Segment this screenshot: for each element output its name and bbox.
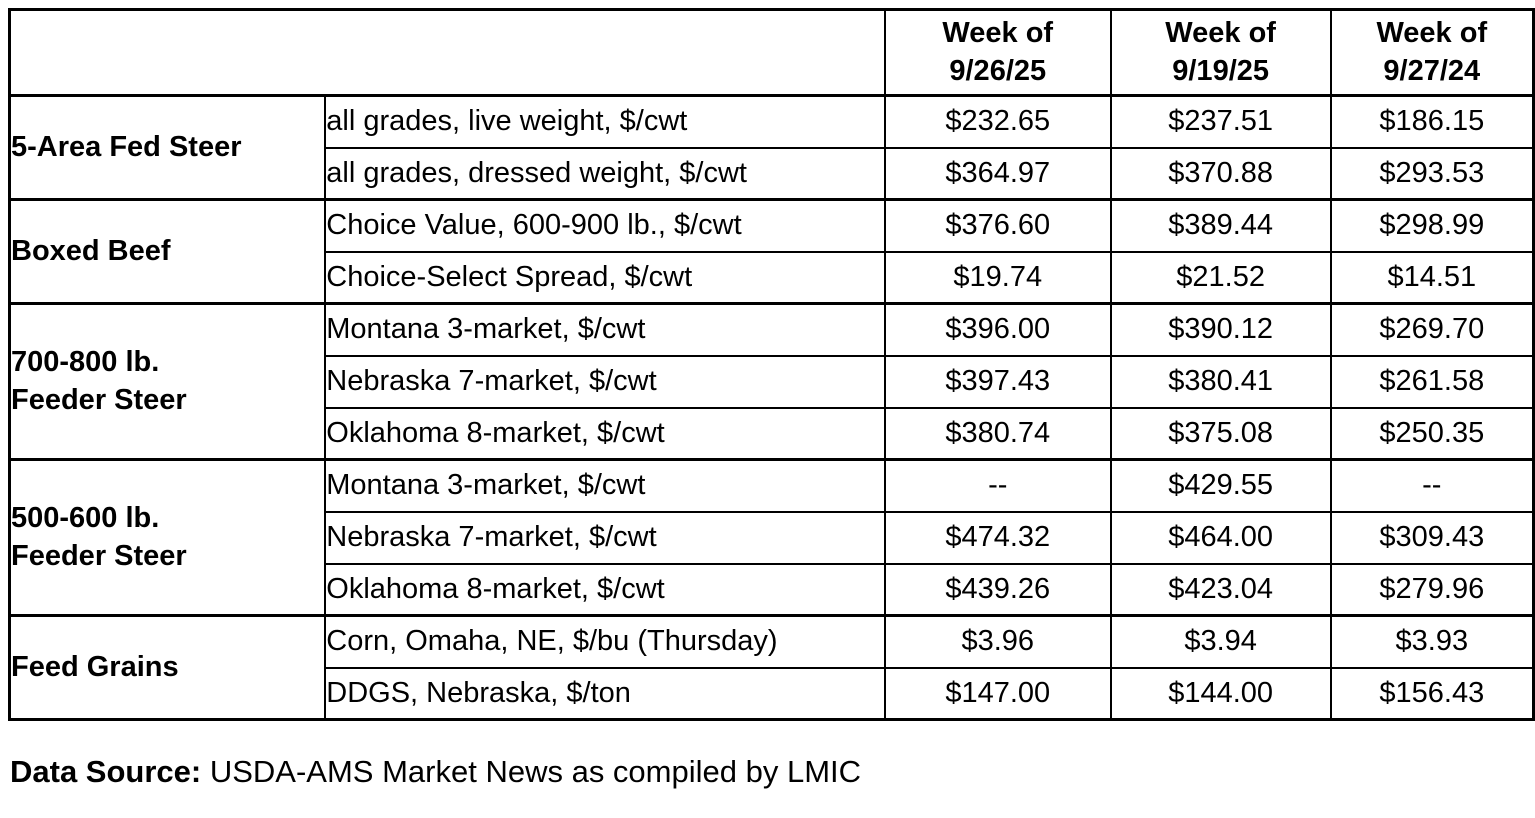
value-cell: -- — [883, 458, 1112, 513]
value-cell: $376.60 — [883, 198, 1112, 253]
week-header-line: 9/27/24 — [1383, 54, 1481, 87]
table-row: Nebraska 7-market, $/cwt $474.32 $464.00 $3… — [10, 510, 1535, 565]
value-cell: $474.32 — [883, 510, 1112, 565]
value-cell: $21.52 — [1109, 250, 1332, 305]
item-cell: Corn, Omaha, NE, $/bu (Thursday) — [324, 614, 886, 669]
value-cell: $3.93 — [1329, 614, 1535, 669]
data-source-note: Data Source: USDA-AMS Market News as com… — [10, 753, 1535, 790]
week-header-cell: Week of 9/19/25 — [1109, 8, 1332, 97]
week-header-line: 9/26/25 — [949, 54, 1047, 87]
item-cell: Oklahoma 8-market, $/cwt — [324, 406, 886, 461]
table-row: 700-800 lb. Feeder Steer Montana 3-market,… — [8, 302, 1535, 461]
item-cell: all grades, dressed weight, $/cwt — [324, 146, 886, 201]
table-row: 500-600 lb. Feeder Steer Montana 3-market,… — [8, 458, 1535, 617]
value-cell: $293.53 — [1329, 146, 1535, 201]
item-cell: Montana 3-market, $/cwt — [324, 458, 886, 513]
value-cell: $232.65 — [883, 94, 1112, 149]
value-cell: $380.74 — [883, 406, 1112, 461]
value-cell: $364.97 — [883, 146, 1112, 201]
item-cell: Montana 3-market, $/cwt — [324, 302, 886, 357]
value-cell: $423.04 — [1109, 562, 1332, 617]
table-row: 5-Area Fed Steer all grades, live weight,… — [8, 94, 1535, 201]
week-header-line: 9/19/25 — [1172, 54, 1270, 87]
table-header: Week of 9/26/25 Week of 9/19/25 Week of 9/27/… — [8, 8, 1535, 97]
table-row: Boxed Beef Choice Value, 600-900 lb., $/c… — [8, 198, 1535, 305]
value-cell: $309.43 — [1329, 510, 1535, 565]
item-cell: Nebraska 7-market, $/cwt — [324, 510, 886, 565]
value-cell: $250.35 — [1329, 406, 1535, 461]
market-price-table: Week of 9/26/25 Week of 9/19/25 Week of 9/27/… — [8, 8, 1535, 721]
table-row: Choice-Select Spread, $/cwt $19.74 $21.52 $… — [10, 250, 1535, 305]
value-cell: -- — [1329, 458, 1535, 513]
value-cell: $269.70 — [1329, 302, 1535, 357]
corner-cell — [8, 8, 886, 97]
group-label-line: 5-Area Fed Steer — [11, 130, 242, 163]
value-cell: $389.44 — [1109, 198, 1332, 253]
value-cell: $186.15 — [1329, 94, 1535, 149]
value-cell: $261.58 — [1329, 354, 1535, 409]
value-cell: $144.00 — [1109, 666, 1332, 721]
group-label-cell: Boxed Beef — [8, 198, 327, 305]
table-row: DDGS, Nebraska, $/ton $147.00 $144.00 $156.… — [10, 666, 1535, 721]
group-label-cell: 5-Area Fed Steer — [8, 94, 327, 201]
value-cell: $237.51 — [1109, 94, 1332, 149]
data-source-label: Data Source: — [10, 754, 202, 789]
data-source-text: USDA-AMS Market News as compiled by LMIC — [209, 754, 862, 789]
group-label-line: Feeder Steer — [11, 539, 187, 572]
group-label-line: 500-600 lb. — [11, 501, 160, 534]
value-cell: $429.55 — [1109, 458, 1332, 513]
item-cell: Choice-Select Spread, $/cwt — [324, 250, 886, 305]
week-header-line: Week of — [1376, 17, 1488, 50]
value-cell: $397.43 — [883, 354, 1112, 409]
item-cell: Choice Value, 600-900 lb., $/cwt — [324, 198, 886, 253]
value-cell: $390.12 — [1109, 302, 1332, 357]
value-cell: $439.26 — [883, 562, 1112, 617]
table-row: Feed Grains Corn, Omaha, NE, $/bu (Thursd… — [8, 614, 1535, 721]
group-label-cell: 500-600 lb. Feeder Steer — [8, 458, 327, 617]
value-cell: $380.41 — [1109, 354, 1332, 409]
value-cell: $3.94 — [1109, 614, 1332, 669]
value-cell: $279.96 — [1329, 562, 1535, 617]
table-row: Nebraska 7-market, $/cwt $397.43 $380.41 $2… — [10, 354, 1535, 409]
week-header-cell: Week of 9/26/25 — [883, 8, 1112, 97]
group-label-line: Feeder Steer — [11, 383, 187, 416]
group-label-cell: 700-800 lb. Feeder Steer — [8, 302, 327, 461]
group-label-line: Feed Grains — [11, 650, 179, 683]
group-label-line: Boxed Beef — [11, 234, 171, 267]
week-header-cell: Week of 9/27/24 — [1329, 8, 1535, 97]
table-row: Oklahoma 8-market, $/cwt $380.74 $375.08 $2… — [10, 406, 1535, 461]
table-row: Oklahoma 8-market, $/cwt $439.26 $423.04 $2… — [10, 562, 1535, 617]
item-cell: Nebraska 7-market, $/cwt — [324, 354, 886, 409]
value-cell: $298.99 — [1329, 198, 1535, 253]
value-cell: $3.96 — [883, 614, 1112, 669]
value-cell: $14.51 — [1329, 250, 1535, 305]
value-cell: $147.00 — [883, 666, 1112, 721]
value-cell: $156.43 — [1329, 666, 1535, 721]
value-cell: $370.88 — [1109, 146, 1332, 201]
group-label-line: 700-800 lb. — [11, 345, 160, 378]
table-row: all grades, dressed weight, $/cwt $364.97… — [10, 146, 1535, 201]
group-label-cell: Feed Grains — [8, 614, 327, 721]
item-cell: Oklahoma 8-market, $/cwt — [324, 562, 886, 617]
week-header-line: Week of — [942, 17, 1054, 50]
value-cell: $464.00 — [1109, 510, 1332, 565]
header-row: Week of 9/26/25 Week of 9/19/25 Week of 9/27/… — [8, 8, 1535, 97]
value-cell: $19.74 — [883, 250, 1112, 305]
table-body: 5-Area Fed Steer all grades, live weight,… — [8, 94, 1535, 721]
week-header-line: Week of — [1165, 17, 1276, 50]
item-cell: all grades, live weight, $/cwt — [324, 94, 886, 149]
item-cell: DDGS, Nebraska, $/ton — [324, 666, 886, 721]
value-cell: $375.08 — [1109, 406, 1332, 461]
value-cell: $396.00 — [883, 302, 1112, 357]
